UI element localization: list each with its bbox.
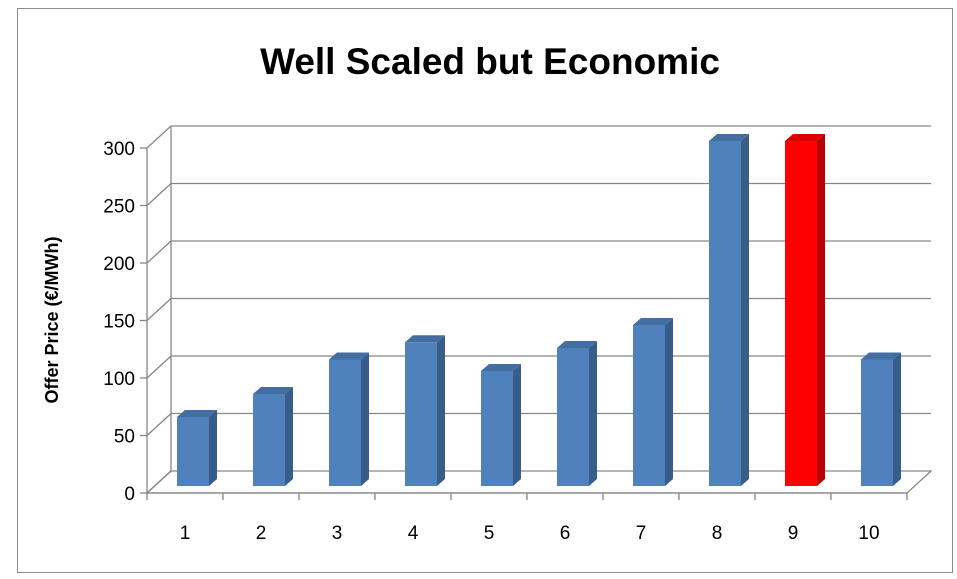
bar-top [861, 352, 901, 360]
x-tick-label: 1 [180, 523, 191, 544]
bar-side [285, 387, 293, 486]
bar-side [437, 335, 445, 486]
x-tick-label: 6 [560, 523, 571, 544]
bar [861, 352, 901, 486]
y-tick-label: 150 [103, 312, 135, 333]
x-tick-label: 5 [484, 523, 495, 544]
bar-top [557, 341, 597, 348]
bar-top [177, 410, 217, 417]
x-tick-label: 9 [788, 523, 799, 544]
gridline-connector [146, 298, 172, 321]
bar [557, 341, 597, 486]
y-tick-label: 100 [103, 369, 135, 390]
chart-title: Well Scaled but Economic [260, 41, 720, 82]
x-tick-label: 7 [636, 523, 647, 544]
x-tick-label: 4 [408, 523, 419, 544]
gridline-connector [146, 125, 172, 149]
bar [177, 410, 217, 486]
bar-front [709, 141, 741, 486]
bar-front [861, 359, 893, 486]
gridline-connector [146, 183, 172, 206]
bar-side [513, 364, 521, 486]
gridline-connector [146, 355, 172, 379]
bar [633, 318, 673, 486]
bar-top [329, 352, 369, 360]
bar-front [177, 417, 209, 486]
x-tick-label: 3 [332, 523, 343, 544]
bar-front [329, 359, 361, 486]
bar [329, 352, 369, 486]
bar [405, 335, 445, 486]
gridline-connector [146, 240, 172, 264]
bar-side [817, 134, 825, 486]
bar [481, 364, 521, 486]
bar-front [253, 394, 285, 486]
bar-front [785, 141, 817, 486]
bar-side [893, 352, 901, 486]
bar-side [589, 341, 597, 486]
y-tick-label: 300 [103, 139, 135, 160]
bar-front [633, 325, 665, 486]
bar-top [481, 364, 521, 371]
gridline-connector [146, 413, 172, 436]
bar-front [557, 348, 589, 486]
bar [709, 134, 749, 486]
bar-top [709, 134, 749, 141]
bar-top [633, 318, 673, 325]
bar [785, 134, 825, 486]
bar-top [785, 134, 825, 141]
bar-side [361, 352, 369, 486]
y-tick-label: 250 [103, 197, 135, 218]
x-tick-label: 10 [858, 523, 879, 544]
bar-front [405, 342, 437, 486]
bar-front [481, 371, 513, 486]
y-axis-label: Offer Price (€/MWh) [42, 236, 62, 403]
y-tick-label: 200 [103, 254, 135, 275]
bar [253, 387, 293, 486]
bar-side [741, 134, 749, 486]
y-tick-label: 50 [114, 427, 135, 448]
bar-side [209, 410, 217, 486]
bar-top [253, 387, 293, 394]
bar-top [405, 335, 445, 343]
x-tick-label: 8 [712, 523, 723, 544]
bar-side [665, 318, 673, 486]
x-tick-label: 2 [256, 523, 267, 544]
y-tick-label: 0 [124, 484, 135, 505]
